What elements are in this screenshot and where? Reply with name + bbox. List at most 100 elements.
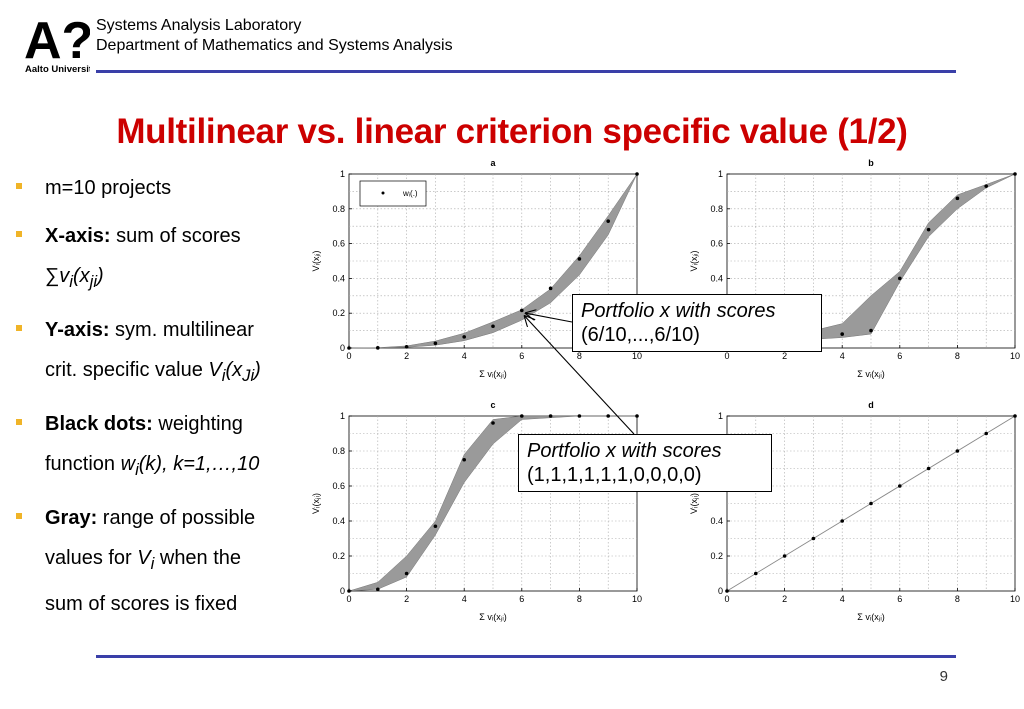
x-tick-label: 6 [519, 351, 524, 361]
y-tick-label: 0.6 [332, 239, 345, 249]
plot-title: d [868, 400, 874, 410]
x-tick-label: 0 [346, 594, 351, 604]
x-axis-label: Σ vᵢ(xⱼᵢ) [479, 612, 506, 622]
bullet-item: X-axis: sum of scores ∑v ∑vi(xji) [16, 216, 316, 302]
y-tick-label: 1 [718, 169, 723, 179]
x-axis-label: Σ vᵢ(xⱼᵢ) [479, 369, 506, 379]
bullet-square-icon [16, 419, 22, 425]
weight-dot [376, 346, 380, 350]
weight-dot [840, 519, 844, 523]
page-number: 9 [939, 668, 948, 685]
weight-dot [840, 332, 844, 336]
callout-bottom: Portfolio x with scores (1,1,1,1,1,1,0,0… [518, 434, 772, 492]
weight-dot [782, 554, 787, 558]
legend-box [359, 180, 427, 207]
weight-dot [376, 587, 380, 592]
weight-dot [926, 466, 931, 471]
y-tick-label: 0 [718, 586, 723, 596]
callout-arrow-bottom [525, 316, 635, 435]
y-tick-label: 0.2 [710, 551, 723, 561]
weight-dot [984, 184, 988, 188]
plot-title: b [868, 158, 874, 168]
y-tick-label: 0 [340, 586, 345, 596]
x-tick-label: 4 [462, 351, 467, 361]
y-tick-label: 0.2 [332, 308, 345, 318]
x-tick-label: 0 [346, 351, 351, 361]
y-tick-label: 0.4 [332, 273, 345, 283]
weight-dot [869, 501, 873, 506]
lab-info: Systems Analysis Laboratory Department o… [96, 16, 453, 56]
weight-dot [606, 414, 610, 418]
weight-dot [869, 328, 873, 333]
weight-dot [1013, 414, 1017, 418]
x-tick-label: 2 [404, 351, 409, 361]
y-tick-label: 1 [340, 169, 345, 179]
bullet-item: Gray: range of possible values for Vi wh… [16, 498, 316, 624]
x-axis-label: Σ vᵢ(xⱼᵢ) [857, 612, 884, 622]
weight-dot [754, 571, 758, 576]
y-tick-label: 0.8 [332, 204, 345, 214]
y-tick-label: 1 [718, 411, 723, 421]
y-tick-label: 0.6 [710, 239, 723, 249]
y-tick-label: 1 [340, 411, 345, 421]
weight-dot [433, 341, 438, 346]
x-tick-label: 8 [577, 594, 582, 604]
x-tick-label: 10 [1010, 594, 1020, 604]
x-tick-label: 6 [519, 594, 524, 604]
weight-dot [577, 414, 582, 418]
y-tick-label: 0.6 [332, 481, 345, 491]
legend-dot [381, 191, 385, 195]
range-band [348, 415, 637, 592]
callout-top: Portfolio x with scores (6/10,...,6/10) [572, 294, 822, 352]
x-tick-label: 2 [782, 594, 787, 604]
bullet-square-icon [16, 231, 22, 237]
weight-dot [462, 335, 467, 339]
x-tick-label: 4 [840, 351, 845, 361]
weight-dot [984, 431, 988, 436]
y-axis-label: Vᵢ(xⱼᵢ) [689, 251, 699, 272]
weight-dot [404, 571, 409, 576]
weight-dot [811, 536, 816, 541]
weight-dot [520, 308, 524, 313]
y-axis-label: Vᵢ(xⱼᵢ) [311, 251, 321, 272]
footer-rule [96, 655, 956, 658]
y-tick-label: 0.8 [332, 446, 345, 456]
y-tick-label: 0.4 [710, 273, 723, 283]
logo-text: Aalto University [25, 64, 90, 75]
weight-dot [898, 484, 902, 488]
slide-title: Multilinear vs. linear criterion specifi… [116, 112, 908, 151]
lab-name: Systems Analysis Laboratory [96, 17, 302, 34]
weight-dot [955, 196, 960, 201]
x-tick-label: 8 [955, 594, 960, 604]
bullet-item: Black dots: weighting function wi(k), k=… [16, 404, 316, 490]
x-tick-label: 4 [462, 594, 467, 604]
weight-dot [1013, 172, 1017, 176]
x-tick-label: 6 [897, 351, 902, 361]
x-tick-label: 6 [897, 594, 902, 604]
bullet-item: Y-axis: sym. multilinear crit. specific … [16, 310, 316, 396]
x-tick-label: 2 [404, 594, 409, 604]
y-axis-label: Vᵢ(xⱼᵢ) [311, 493, 321, 514]
weight-dot [462, 457, 467, 462]
aalto-logo: A? Aalto University [24, 14, 90, 75]
plot-title: c [490, 400, 495, 410]
weight-dot [548, 286, 553, 291]
x-tick-label: 10 [632, 594, 642, 604]
y-tick-label: 0.4 [332, 516, 345, 526]
weight-dot [491, 421, 495, 425]
weight-dot [926, 227, 931, 232]
y-tick-label: 0.8 [710, 204, 723, 214]
weight-dot [635, 414, 639, 418]
header-rule [96, 70, 956, 73]
y-tick-label: 0.4 [710, 516, 723, 526]
bullet-square-icon [16, 513, 22, 519]
x-tick-label: 0 [724, 594, 729, 604]
bullet-square-icon [16, 325, 22, 331]
department-name: Department of Mathematics and Systems An… [96, 37, 453, 54]
y-tick-label: 0 [340, 343, 345, 353]
weight-dot [433, 524, 438, 529]
x-tick-label: 10 [632, 351, 642, 361]
x-tick-label: 0 [724, 351, 729, 361]
weight-dot [548, 414, 553, 418]
